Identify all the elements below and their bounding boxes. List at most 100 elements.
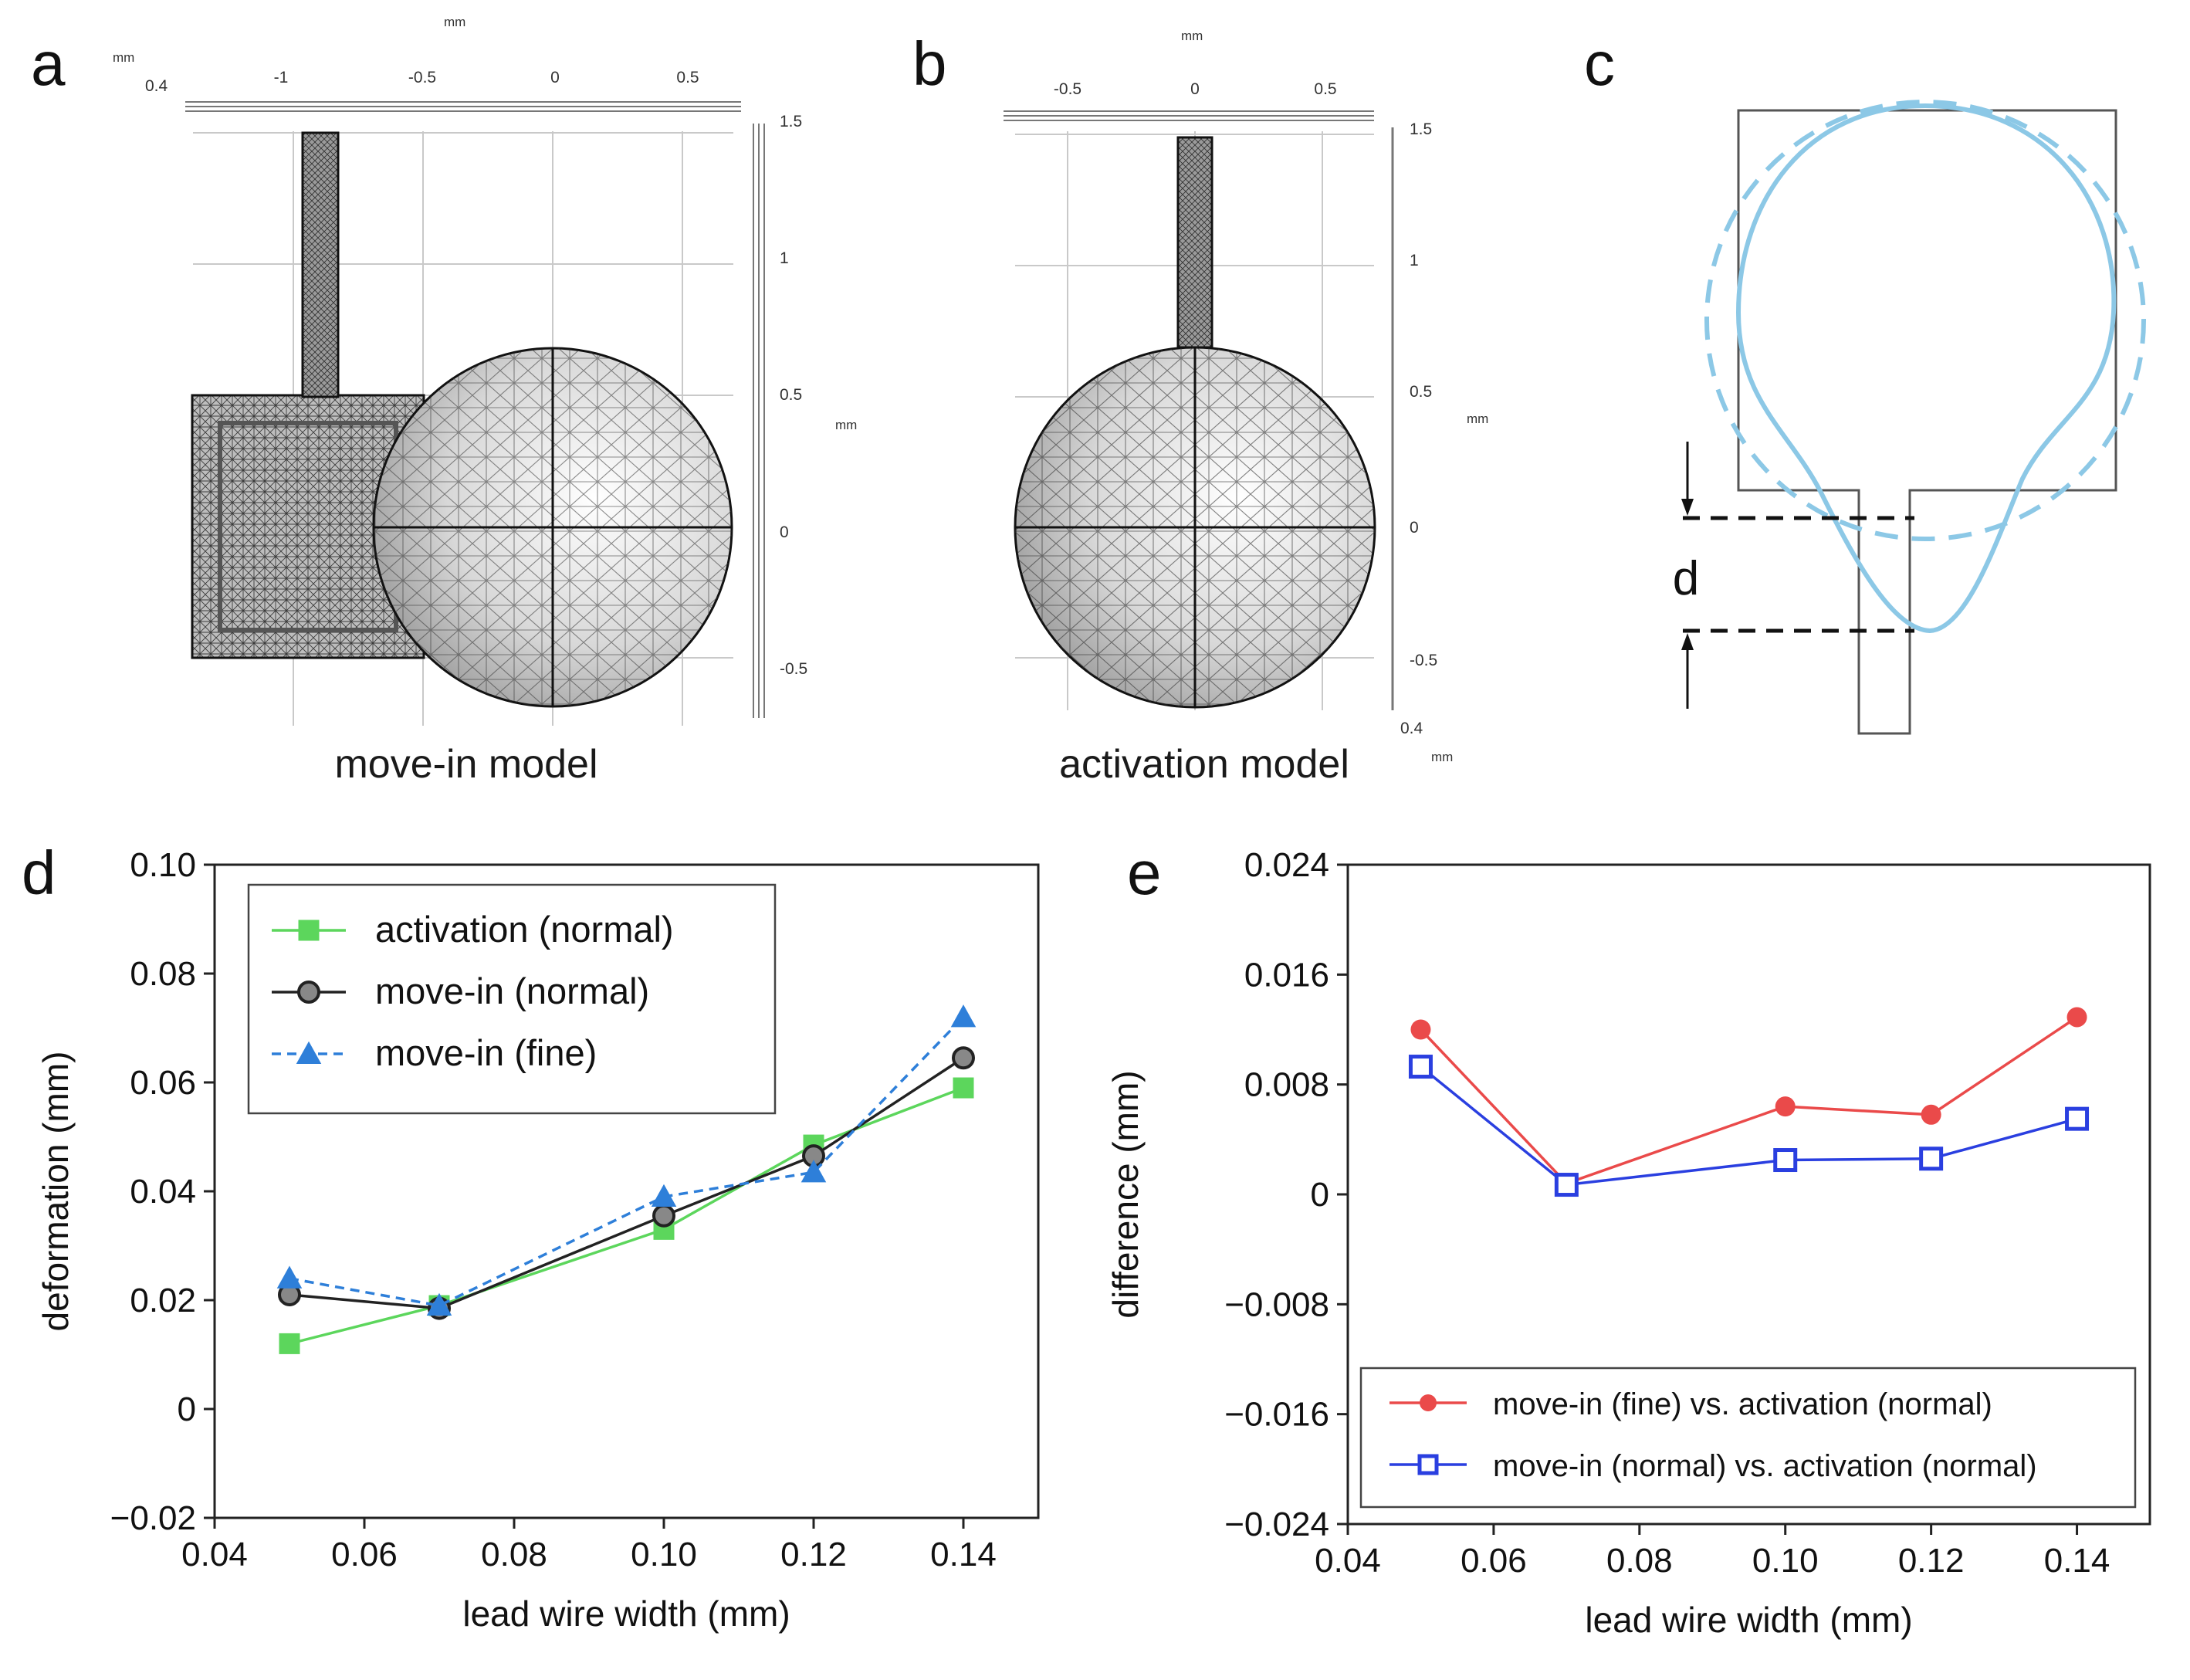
y-tick-label: 0.016: [1244, 956, 1329, 994]
panel-a: a mm mm 0.4 -1 -0.5 0 0.5: [31, 15, 857, 787]
panel-a-top-unit: mm: [444, 15, 465, 29]
data-point: [1410, 1019, 1431, 1040]
data-point: [1775, 1096, 1796, 1117]
panel-a-top-tick: -0.5: [408, 69, 436, 86]
panel-b-lead-wire-mesh: [1176, 136, 1213, 349]
panel-a-top-tick: 0: [550, 69, 560, 86]
y-tick-label: 0.08: [130, 955, 196, 993]
panel-a-right-tick: 0: [780, 523, 789, 541]
panel-b-right-tick: 1: [1410, 252, 1419, 269]
x-tick-label: 0.10: [631, 1536, 697, 1573]
panel-b-corner-unit: mm: [1431, 750, 1453, 764]
panel-b-right-unit: mm: [1467, 412, 1488, 426]
data-point: [426, 1292, 452, 1316]
data-point: [801, 1160, 827, 1183]
panel-c-letter: c: [1584, 29, 1615, 98]
panel-a-right-tick: 1: [780, 249, 789, 267]
y-tick-label: 0.10: [130, 846, 196, 884]
y-tick-label: 0.04: [130, 1173, 196, 1211]
legend-label: move-in (fine): [375, 1032, 597, 1073]
panel-c-deformed-sphere: [1735, 103, 2117, 634]
panel-b: b mm -0.5 0 0.5 1.5 1 0.5 0 -0.5 mm 0.4 …: [912, 29, 1488, 787]
panel-b-top-tick: 0.5: [1314, 80, 1336, 98]
x-tick-label: 0.08: [1606, 1542, 1673, 1580]
panel-a-right-ruler: [753, 124, 765, 718]
x-tick-label: 0.14: [2044, 1542, 2110, 1580]
data-point: [2065, 1106, 2090, 1131]
chart-e: 0.04 0.06 0.08 0.10 0.12 0.14 −0.024 −0.016 −0.0…: [1105, 846, 2151, 1640]
y-tick-label: −0.008: [1224, 1285, 1329, 1323]
y-tick-label: −0.016: [1224, 1396, 1329, 1434]
panel-a-right-tick: 1.5: [780, 113, 802, 130]
legend-marker: [297, 981, 320, 1004]
y-axis-title: difference (mm): [1105, 1070, 1146, 1318]
panel-b-letter: b: [912, 29, 947, 98]
y-tick-label: 0.008: [1244, 1066, 1329, 1104]
panel-c-arrow-up-head: [1681, 633, 1694, 650]
data-point: [953, 1077, 974, 1099]
data-point: [1408, 1055, 1433, 1079]
panel-a-right-unit: mm: [835, 418, 857, 432]
panel-b-right-tick: -0.5: [1410, 652, 1437, 669]
panel-b-right-tick: 1.5: [1410, 120, 1432, 138]
legend-label: move-in (fine) vs. activation (normal): [1493, 1387, 1992, 1421]
x-tick-label: 0.08: [481, 1536, 547, 1573]
panel-b-corner-value: 0.4: [1400, 720, 1423, 737]
panel-b-top-tick: 0: [1190, 80, 1200, 98]
y-tick-label: −0.02: [110, 1499, 196, 1537]
panel-a-top-tick: 0.5: [676, 69, 699, 86]
panel-c-undeformed-sphere: [1704, 100, 2146, 541]
panel-a-corner-value: 0.4: [145, 77, 168, 95]
data-point: [1554, 1173, 1579, 1197]
y-tick-label: 0.024: [1244, 846, 1329, 884]
legend-marker: [298, 920, 320, 941]
panel-d-letter: d: [22, 838, 56, 907]
legend-label: activation (normal): [375, 909, 674, 950]
x-axis-title: lead wire width (mm): [1585, 1600, 1912, 1640]
panel-e-letter: e: [1127, 838, 1162, 907]
panel-a-caption: move-in model: [334, 742, 597, 787]
data-point: [279, 1333, 300, 1354]
y-tick-label: 0: [1311, 1176, 1329, 1214]
data-point: [1921, 1104, 1941, 1125]
legend-label: move-in (normal) vs. activation (normal): [1493, 1449, 2037, 1483]
panel-a-top-ruler: [185, 101, 741, 112]
data-point: [652, 1204, 675, 1228]
panel-c-arrow-down-head: [1681, 499, 1694, 516]
x-tick-label: 0.06: [1461, 1542, 1527, 1580]
data-point: [651, 1184, 677, 1208]
y-tick-label: 0.02: [130, 1282, 196, 1319]
data-point: [1919, 1147, 1944, 1171]
panel-e: e 0.04 0.06 0.08 0.10 0.12 0.14 −0.024 −0.016 −0…: [1105, 838, 2151, 1640]
panel-b-top-tick: -0.5: [1054, 80, 1081, 98]
legend-marker: [296, 1041, 322, 1064]
panel-a-corner-unit: mm: [113, 50, 134, 65]
data-point: [950, 1004, 977, 1028]
y-tick-label: 0: [178, 1390, 196, 1428]
panel-c: c d: [1584, 29, 2146, 735]
legend-box: [1359, 1367, 2137, 1509]
x-tick-label: 0.06: [331, 1536, 398, 1573]
x-axis-title: lead wire width (mm): [462, 1594, 790, 1634]
series-line-0: [1420, 1016, 2078, 1185]
panel-b-caption: activation model: [1059, 742, 1349, 787]
panel-a-top-tick: -1: [274, 69, 289, 86]
panel-a-letter: a: [31, 29, 66, 98]
x-tick-label: 0.12: [1898, 1542, 1965, 1580]
x-tick-label: 0.10: [1752, 1542, 1819, 1580]
x-tick-label: 0.04: [1315, 1542, 1381, 1580]
panel-a-right-tick: -0.5: [780, 660, 807, 678]
data-point: [2066, 1007, 2087, 1028]
panel-b-right-tick: 0.5: [1410, 383, 1432, 401]
panel-b-right-tick: 0: [1410, 519, 1419, 537]
panel-d: d 0.04 0.06 0.08 0.10 0.12 0.14−0.0200.020.04…: [22, 838, 1040, 1634]
data-point: [276, 1265, 303, 1289]
panel-b-top-ruler: [1004, 110, 1374, 121]
legend-marker: [1420, 1394, 1437, 1411]
data-point: [952, 1046, 975, 1070]
y-tick-label: −0.024: [1224, 1506, 1329, 1543]
x-tick-label: 0.04: [181, 1536, 248, 1573]
panel-c-dimension-label: d: [1673, 552, 1699, 605]
data-point: [1773, 1148, 1798, 1173]
